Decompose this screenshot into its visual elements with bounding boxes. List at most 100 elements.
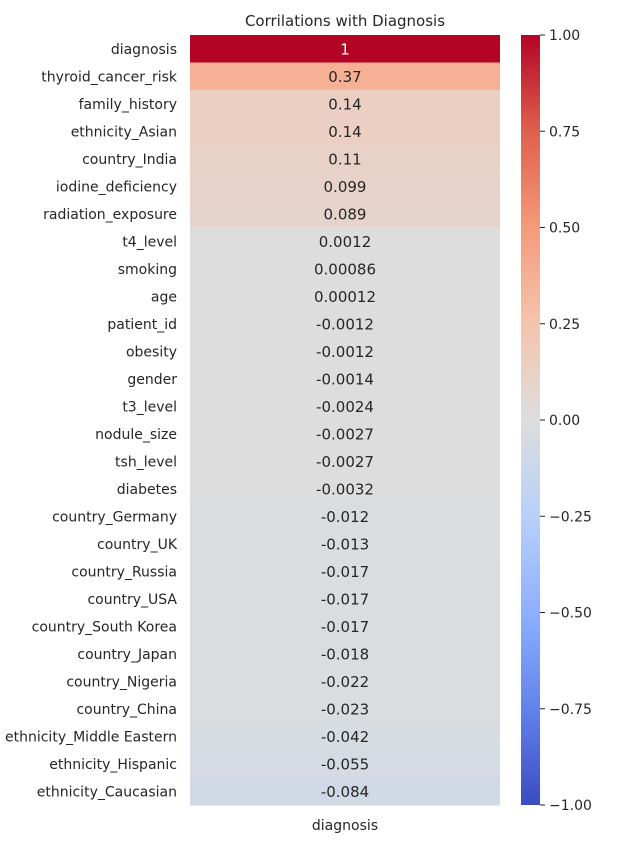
cell-value-label: -0.055 xyxy=(321,755,369,773)
cell-value-label: -0.042 xyxy=(321,728,369,746)
chart-title: Corrilations with Diagnosis xyxy=(245,12,445,30)
heatmap-cells xyxy=(190,35,500,806)
row-label: ethnicity_Asian xyxy=(71,124,177,140)
row-label: thyroid_cancer_risk xyxy=(41,69,178,85)
row-label: diagnosis xyxy=(111,42,177,58)
row-label: country_China xyxy=(76,702,177,718)
heatmap-cell xyxy=(190,585,500,614)
colorbar-tick-label: 1.00 xyxy=(549,28,580,44)
row-label: country_UK xyxy=(97,537,178,553)
row-label: tsh_level xyxy=(115,454,177,470)
row-label: nodule_size xyxy=(95,427,177,443)
row-label: country_Germany xyxy=(52,509,177,525)
cell-value-label: -0.017 xyxy=(321,590,369,608)
heatmap-cell xyxy=(190,145,500,174)
row-label: gender xyxy=(127,372,177,388)
cell-value-label: 0.099 xyxy=(324,178,367,196)
heatmap-cell xyxy=(190,392,500,421)
heatmap-cell xyxy=(190,172,500,201)
heatmap-cell xyxy=(190,365,500,394)
cell-value-label: 0.11 xyxy=(328,150,361,168)
heatmap-cell xyxy=(190,255,500,284)
cell-value-label: -0.0012 xyxy=(316,315,374,333)
cell-value-label: 1 xyxy=(340,40,350,58)
cell-value-label: 0.0012 xyxy=(319,233,372,251)
row-label: country_Russia xyxy=(71,564,177,580)
heatmap-cell xyxy=(190,310,500,339)
colorbar xyxy=(521,35,540,805)
colorbar-tick-label: 0.25 xyxy=(549,317,580,333)
heatmap-cell xyxy=(190,502,500,531)
row-labels: diagnosis thyroid_cancer_risk family_histo… xyxy=(5,42,178,801)
row-label: ethnicity_Middle Eastern xyxy=(5,729,177,745)
row-label: ethnicity_Hispanic xyxy=(49,757,177,773)
row-label: ethnicity_Caucasian xyxy=(37,784,177,800)
x-tick-label: diagnosis xyxy=(312,818,378,834)
colorbar-tick-label: −1.00 xyxy=(549,798,592,814)
cell-value-label: -0.0024 xyxy=(316,398,374,416)
heatmap-cell xyxy=(190,612,500,641)
cell-value-label: -0.018 xyxy=(321,645,369,663)
cell-value-label: -0.012 xyxy=(321,508,369,526)
cell-value-label: -0.022 xyxy=(321,673,369,691)
heatmap-cell xyxy=(190,777,500,806)
cell-value-label: -0.0032 xyxy=(316,480,374,498)
row-label: diabetes xyxy=(117,482,177,498)
row-label: patient_id xyxy=(107,317,177,333)
row-label: country_South Korea xyxy=(32,619,177,635)
colorbar-tick-label: −0.25 xyxy=(549,509,592,525)
row-label: country_USA xyxy=(87,592,177,608)
heatmap-cell xyxy=(190,750,500,779)
row-label: iodine_deficiency xyxy=(56,179,177,195)
cell-value-label: -0.017 xyxy=(321,563,369,581)
cell-value-labels: 1 0.37 0.14 0.14 0.11 0.099 0.089 0.0012 0.00086… xyxy=(314,40,376,801)
heatmap-cell xyxy=(190,722,500,751)
row-label: country_India xyxy=(82,152,177,168)
heatmap-cell xyxy=(190,420,500,449)
row-label: t3_level xyxy=(122,399,177,415)
heatmap-cell xyxy=(190,282,500,311)
cell-value-label: -0.017 xyxy=(321,618,369,636)
cell-value-label: -0.0027 xyxy=(316,425,374,443)
heatmap-cell xyxy=(190,117,500,146)
heatmap-cell xyxy=(190,90,500,119)
heatmap-cell xyxy=(190,35,500,64)
row-label: country_Nigeria xyxy=(66,674,177,690)
cell-value-label: -0.013 xyxy=(321,535,369,553)
cell-value-label: -0.0014 xyxy=(316,370,374,388)
heatmap-cell xyxy=(190,557,500,586)
cell-value-label: 0.14 xyxy=(328,123,361,141)
heatmap-cell xyxy=(190,200,500,229)
heatmap-cell xyxy=(190,667,500,696)
cell-value-label: -0.0012 xyxy=(316,343,374,361)
cell-value-label: -0.023 xyxy=(321,700,369,718)
heatmap-cell xyxy=(190,62,500,91)
row-label: obesity xyxy=(126,344,177,360)
heatmap-cell xyxy=(190,447,500,476)
cell-value-label: 0.00086 xyxy=(314,260,376,278)
heatmap-cell xyxy=(190,695,500,724)
cell-value-label: 0.14 xyxy=(328,95,361,113)
heatmap-cell xyxy=(190,530,500,559)
row-label: country_Japan xyxy=(77,647,177,663)
heatmap-cell xyxy=(190,227,500,256)
heatmap-cell xyxy=(190,640,500,669)
cell-value-label: -0.0027 xyxy=(316,453,374,471)
colorbar-tick-label: −0.50 xyxy=(549,606,592,622)
cell-value-label: 0.089 xyxy=(324,205,367,223)
heatmap-cell xyxy=(190,475,500,504)
colorbar-tick-label: 0.75 xyxy=(549,124,580,140)
row-label: radiation_exposure xyxy=(43,207,177,223)
cell-value-label: 0.00012 xyxy=(314,288,376,306)
cell-value-label: 0.37 xyxy=(328,68,361,86)
row-label: family_history xyxy=(79,97,177,113)
heatmap-cell xyxy=(190,337,500,366)
cell-value-label: -0.084 xyxy=(321,783,369,801)
row-label: age xyxy=(151,289,177,305)
row-label: smoking xyxy=(118,262,177,278)
colorbar-ticks: 1.00 0.75 0.50 0.25 0.00 −0.25 −0.50 −0.75 −1.00 xyxy=(540,28,592,814)
row-label: t4_level xyxy=(122,234,177,250)
colorbar-tick-label: 0.00 xyxy=(549,413,580,429)
colorbar-tick-label: −0.75 xyxy=(549,702,592,718)
